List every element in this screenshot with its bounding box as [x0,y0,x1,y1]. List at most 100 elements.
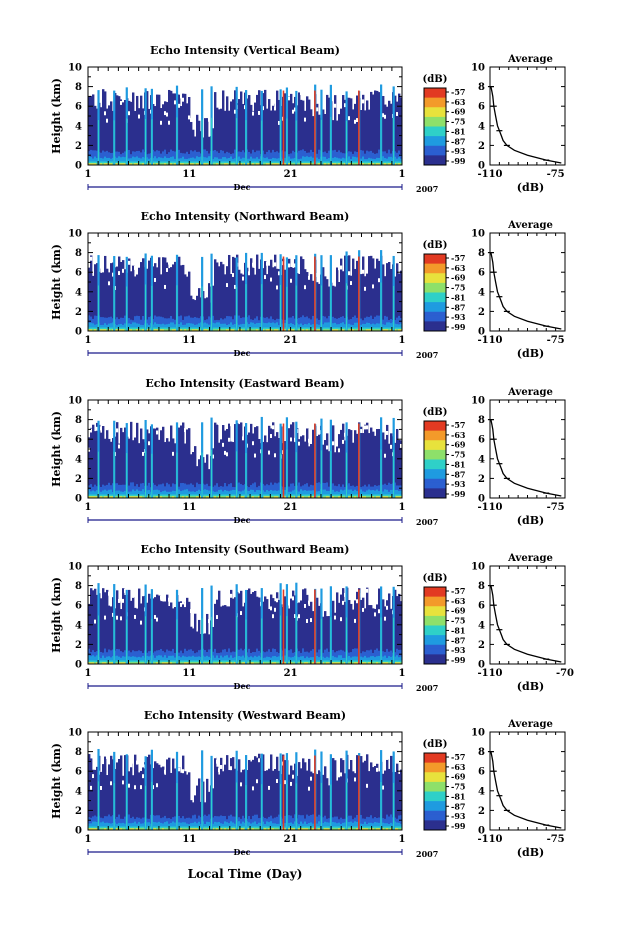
heatmap-cell [250,662,253,664]
heatmap-cell [250,489,253,496]
heatmap-gap [288,263,291,268]
heatmap-gap [122,598,125,603]
heatmap-cell [252,483,255,495]
heatmap-cell [152,828,155,830]
heatmap-cell [308,329,311,331]
heatmap-cell [368,496,371,498]
heatmap-cell [172,821,175,828]
heatmap-cell [256,94,259,165]
colorbar-tick-label: -81 [451,292,465,302]
heatmap-cell [152,490,155,497]
heatmap-cell [170,828,173,830]
colorbar-segment [424,118,446,122]
heatmap-cell [220,828,223,830]
heatmap-cell [108,163,111,165]
heatmap-cell [372,94,375,165]
heatmap-cell [154,163,157,165]
heatmap-cell [352,156,355,163]
heatmap-cell [208,822,211,828]
heatmap-cell [394,482,397,494]
heatmap-gap [274,763,277,768]
heatmap-cell [352,258,355,331]
heatmap-cell [162,158,165,164]
heatmap-cell [190,823,193,829]
heatmap-cell [348,329,351,331]
heatmap-cell [294,821,297,828]
heatmap-cell [288,156,291,163]
heatmap-streak [236,118,238,165]
colorbar-segment [424,457,446,460]
heatmap-cell [366,273,369,331]
heatmap-cell [268,485,271,496]
heatmap-cell [390,156,393,163]
heatmap-cell [140,657,143,664]
heatmap-cell [332,150,335,162]
heatmap-cell [196,828,199,830]
colorbar-tick-label: -87 [451,136,465,146]
heatmap-cell [356,329,359,331]
heatmap-cell [158,257,161,331]
y-tick-label: 4 [75,454,82,465]
heatmap-cell [108,828,111,830]
heatmap-cell [324,113,327,165]
heatmap-cell [308,490,311,497]
heatmap-cell [388,443,391,498]
heatmap-cell [262,441,265,498]
heatmap-cell [240,273,243,331]
heatmap-cell [266,442,269,498]
heatmap-cell [178,815,181,827]
heatmap-cell [332,323,335,330]
heatmap-cell [252,496,255,498]
heatmap-cell [154,156,157,163]
heatmap-cell [136,817,139,829]
heatmap-cell [248,648,251,660]
heatmap-cell [390,496,393,498]
heatmap-gap [206,422,209,427]
heatmap-cell [196,482,199,494]
heatmap-cell [326,322,329,329]
heatmap-cell [90,255,93,331]
colorbar-segment [424,88,446,91]
heatmap-cell [138,490,141,497]
y-tick-label: 6 [75,601,82,612]
heatmap-cell [298,602,301,664]
heatmap-cell [158,764,161,830]
heatmap-cell [384,483,387,495]
heatmap-cell [400,662,403,664]
colorbar-segment [424,615,446,619]
heatmap-cell [364,655,367,662]
heatmap-cell [230,758,233,830]
heatmap-gap [116,428,119,433]
heatmap-gap [194,94,197,99]
heatmap-cell [256,157,259,164]
heatmap-gap [134,265,137,270]
heatmap-gap [122,268,125,273]
heatmap-cell [262,821,265,828]
heatmap-cell [242,274,245,331]
heatmap-cell [294,655,297,662]
heatmap-cell [110,101,113,165]
heatmap-cell [120,491,123,498]
heatmap-cell [304,588,307,664]
average-y-tick-label: 10 [471,229,485,240]
heatmap-cell [222,605,225,664]
heatmap-streak [97,285,99,331]
heatmap-cell [332,655,335,662]
heatmap-cell [214,821,217,828]
heatmap-cell [322,656,325,663]
colorbar-segment [424,277,446,280]
heatmap-cell [310,484,313,496]
heatmap-gap [182,600,185,605]
heatmap-cell [118,601,121,664]
colorbar-segment [424,99,446,102]
heatmap-gap [270,277,273,282]
heatmap-cell [228,484,231,495]
heatmap-cell [262,828,265,830]
heatmap-cell [336,267,339,331]
heatmap-cell [302,648,305,660]
heatmap-streak [126,453,128,498]
colorbar-segment [424,472,446,476]
heatmap-cell [226,606,229,664]
heatmap-cell [252,267,255,331]
colorbar-tick-label: -75 [451,450,465,460]
